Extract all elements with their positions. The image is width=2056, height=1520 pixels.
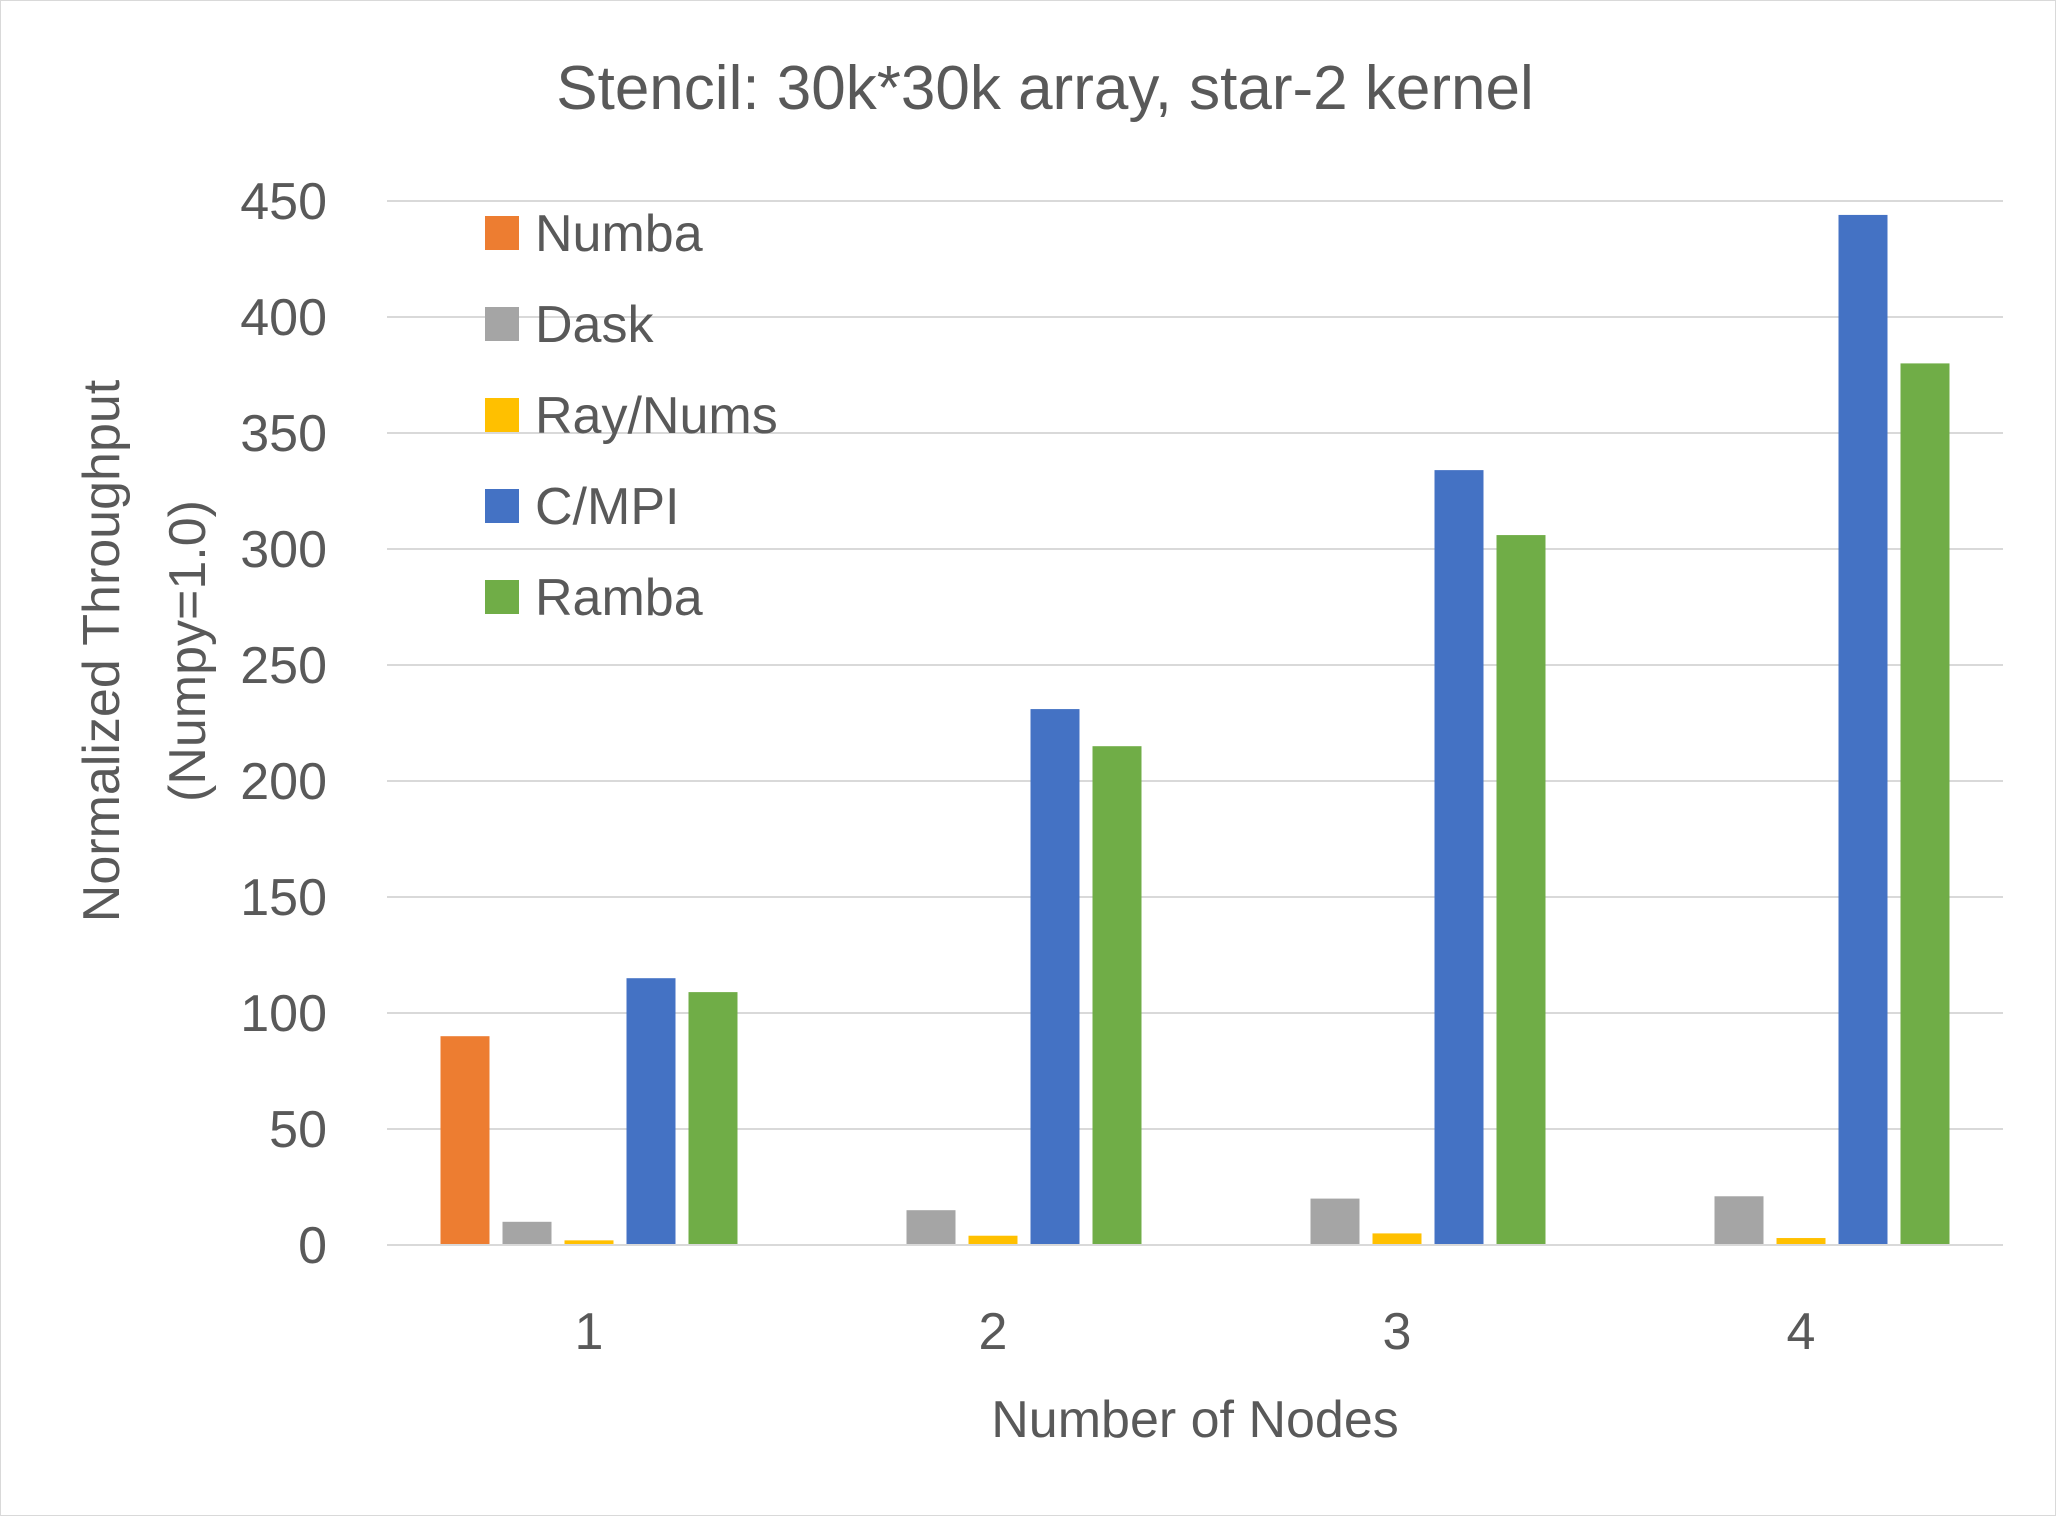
legend-swatch (485, 216, 519, 250)
legend-label: Dask (535, 296, 654, 354)
y-tick-label: 400 (240, 289, 327, 347)
y-tick-label: 350 (240, 405, 327, 463)
y-tick-label: 300 (240, 521, 327, 579)
y-tick-label: 150 (240, 869, 327, 927)
bar-ramba-node-1 (688, 992, 738, 1245)
bar-dask-node-4 (1714, 1196, 1764, 1245)
bar-ray-nums-node-4 (1776, 1238, 1826, 1245)
bar-numba-node-1 (440, 1036, 490, 1245)
bar-dask-node-3 (1310, 1198, 1360, 1245)
x-tick-label: 3 (1383, 1303, 1412, 1361)
x-axis-title: Number of Nodes (991, 1391, 1399, 1449)
bar-ramba-node-2 (1092, 746, 1142, 1245)
legend-label: Ray/Nums (535, 387, 778, 445)
bar-ray-nums-node-3 (1372, 1233, 1422, 1245)
bar-ramba-node-3 (1496, 535, 1546, 1245)
legend-label: Ramba (535, 569, 703, 627)
bar-c-mpi-node-2 (1030, 709, 1080, 1245)
legend-swatch (485, 307, 519, 341)
bar-c-mpi-node-1 (626, 978, 676, 1245)
y-tick-label: 100 (240, 985, 327, 1043)
bar-c-mpi-node-3 (1434, 470, 1484, 1245)
y-tick-label: 0 (298, 1217, 327, 1275)
y-tick-label: 200 (240, 753, 327, 811)
bar-ramba-node-4 (1900, 363, 1950, 1245)
legend-label: C/MPI (535, 478, 679, 536)
legend-swatch (485, 398, 519, 432)
legend-label: Numba (535, 205, 703, 263)
x-tick-label: 4 (1787, 1303, 1816, 1361)
y-axis-title-line-1: Normalized Throughput (73, 379, 131, 922)
y-axis-title-line-2: (Numpy=1.0) (159, 500, 217, 802)
bar-dask-node-1 (502, 1221, 552, 1245)
x-tick-label: 2 (979, 1303, 1008, 1361)
bars (440, 214, 1950, 1245)
x-tick-label: 1 (575, 1303, 604, 1361)
bar-c-mpi-node-4 (1838, 214, 1888, 1245)
y-axis-title: Normalized Throughput (Numpy=1.0) (73, 379, 217, 922)
y-tick-label: 250 (240, 637, 327, 695)
y-tick-label: 450 (240, 173, 327, 231)
x-axis-ticks: 1 2 3 4 (575, 1303, 1816, 1361)
chart-title: Stencil: 30k*30k array, star-2 kernel (556, 54, 1534, 123)
y-tick-label: 50 (269, 1101, 327, 1159)
bar-ray-nums-node-1 (564, 1240, 614, 1245)
legend-swatch (485, 580, 519, 614)
bar-dask-node-2 (906, 1210, 956, 1245)
legend-swatch (485, 489, 519, 523)
bar-ray-nums-node-2 (968, 1235, 1018, 1245)
y-axis-ticks: 0 50 100 150 200 250 300 350 400 450 (240, 173, 327, 1275)
legend: Numba Dask Ray/Nums C/MPI Ramba (485, 205, 778, 627)
